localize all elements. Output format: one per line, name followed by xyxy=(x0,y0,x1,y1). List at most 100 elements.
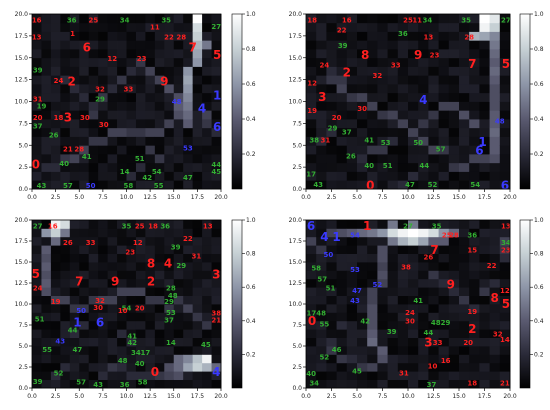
heatmap-cell xyxy=(306,57,317,67)
heatmap-cell xyxy=(408,362,419,372)
cell-label: 14 xyxy=(500,336,510,344)
heatmap-cell xyxy=(326,75,337,85)
heatmap-cell xyxy=(499,253,511,263)
cell-label: 32 xyxy=(95,297,105,305)
heatmap-cell xyxy=(117,320,127,330)
cell-label: 47 xyxy=(405,181,415,189)
heatmap-cell xyxy=(173,84,184,94)
heatmap-cell xyxy=(459,253,470,263)
heatmap-cell xyxy=(154,287,165,296)
heatmap-cell xyxy=(32,329,42,338)
heatmap-cell xyxy=(211,270,222,280)
heatmap-cell xyxy=(499,270,511,280)
cell-label: 38 xyxy=(309,137,319,145)
heatmap-cell xyxy=(306,379,317,389)
cell-label: 57 xyxy=(63,182,73,190)
heatmap-cell xyxy=(211,49,222,59)
heatmap-cell xyxy=(41,154,52,164)
heatmap-cell xyxy=(202,57,212,67)
heatmap-cell xyxy=(164,49,175,59)
heatmap-cell xyxy=(69,162,80,172)
cell-label: 35 xyxy=(122,222,132,230)
cell-label: 31 xyxy=(399,369,409,377)
heatmap-cell xyxy=(88,57,99,67)
heatmap-cell xyxy=(306,329,317,338)
heatmap-cell xyxy=(499,40,511,50)
cell-label: 5 xyxy=(502,297,510,311)
heatmap-cells xyxy=(32,14,222,190)
heatmap-cell xyxy=(211,337,222,347)
heatmap-cell xyxy=(397,31,409,41)
heatmap-cell xyxy=(41,278,52,288)
heatmap-cell xyxy=(357,304,368,313)
colorbar-tick-label: 0.6 xyxy=(246,81,256,88)
heatmap-cell xyxy=(50,110,61,120)
heatmap-cell xyxy=(489,92,501,102)
heatmap-cell xyxy=(438,66,450,76)
cell-label: 41 xyxy=(364,137,374,145)
heatmap-cell xyxy=(192,136,203,146)
heatmap-cell xyxy=(316,145,327,155)
heatmap-cell xyxy=(316,320,327,330)
heatmap-cell xyxy=(408,136,419,146)
heatmap-cell xyxy=(79,40,90,50)
cell-label: 48 xyxy=(495,117,505,125)
heatmap-cell xyxy=(88,354,99,364)
heatmap-cell xyxy=(88,304,99,313)
heatmap-cell xyxy=(192,329,203,338)
heatmap-cell xyxy=(479,262,490,271)
cell-label: 26 xyxy=(63,239,73,247)
heatmap-cell xyxy=(50,287,61,296)
heatmap-cell xyxy=(346,162,358,172)
heatmap-cell xyxy=(377,180,388,190)
heatmap-cell xyxy=(499,110,511,120)
cell-label: 13 xyxy=(32,33,42,41)
heatmap-cell xyxy=(469,337,480,347)
heatmap-cell xyxy=(326,84,337,94)
heatmap-cell xyxy=(173,171,184,181)
x-tick-label: 17.5 xyxy=(191,194,205,201)
heatmap-cell xyxy=(88,14,99,24)
heatmap-cell xyxy=(499,329,511,338)
heatmap-cell xyxy=(316,262,327,271)
heatmap-cell xyxy=(377,312,388,322)
heatmap-cell xyxy=(367,270,378,280)
heatmap-cell xyxy=(357,337,368,347)
heatmap-cell xyxy=(183,14,194,24)
x-tick-label: 5.0 xyxy=(352,393,362,400)
heatmap-cell xyxy=(154,66,165,76)
cell-label: 30 xyxy=(357,105,367,113)
heatmap-cell xyxy=(183,49,194,59)
heatmap-cell xyxy=(117,119,127,129)
heatmap-cell xyxy=(377,66,388,76)
heatmap-cell xyxy=(79,262,90,271)
cell-label: 16 xyxy=(441,357,451,365)
y-tick-label: 7.5 xyxy=(292,322,302,329)
cell-label: 34 xyxy=(501,239,511,247)
heatmap-cell xyxy=(459,337,470,347)
heatmap-cell xyxy=(479,162,490,172)
heatmap-cell xyxy=(499,136,511,146)
heatmap-cell xyxy=(79,287,90,296)
heatmap-cell xyxy=(459,295,470,305)
heatmap-cell xyxy=(489,162,501,172)
heatmap-cell xyxy=(489,154,501,164)
heatmap-cell xyxy=(479,312,490,322)
heatmap-cell xyxy=(408,92,419,102)
heatmap-cell xyxy=(448,14,460,24)
x-tick-label: 10.0 xyxy=(401,194,415,201)
cell-label: 36 xyxy=(160,222,170,230)
heatmap-cell xyxy=(479,180,490,190)
heatmap-cell xyxy=(79,119,90,129)
cell-label: 45 xyxy=(352,368,362,376)
heatmap-cell xyxy=(408,262,419,271)
heatmap-cell xyxy=(428,220,439,229)
heatmap-cell xyxy=(408,31,419,41)
heatmap-cell xyxy=(357,92,368,102)
heatmap-cell xyxy=(69,127,80,137)
heatmap-cell xyxy=(367,262,378,271)
cell-label: 32 xyxy=(493,331,503,339)
heatmap-cell xyxy=(387,66,399,76)
heatmap-cell xyxy=(357,14,368,24)
